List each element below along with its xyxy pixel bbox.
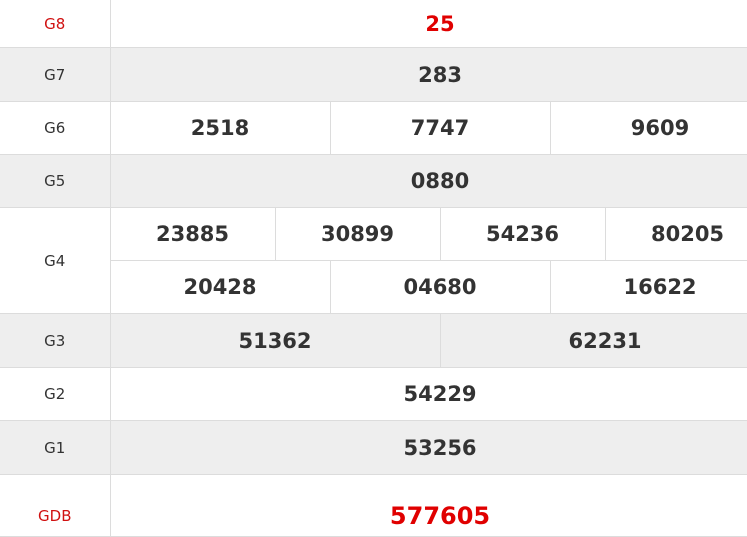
row-g4-second: 20428 04680 16622 bbox=[0, 260, 747, 314]
prize-number: 9609 bbox=[549, 101, 747, 155]
prize-label: G3 bbox=[0, 313, 111, 368]
row-g5: G5 0880 bbox=[0, 154, 747, 208]
prize-number: 53256 bbox=[109, 420, 747, 475]
row-g7: G7 283 bbox=[0, 47, 747, 102]
row-g4: G4 23885 30899 54236 80205 bbox=[0, 207, 747, 314]
prize-number: 7747 bbox=[329, 101, 551, 155]
row-g6: G6 2518 7747 9609 bbox=[0, 101, 747, 155]
prize-label: G8 bbox=[0, 0, 111, 48]
prize-number: 80205 bbox=[604, 207, 747, 261]
row-g3: G3 51362 62231 bbox=[0, 313, 747, 368]
prize-number: 30899 bbox=[274, 207, 441, 261]
prize-number: 0880 bbox=[109, 154, 747, 208]
prize-number: 62231 bbox=[439, 313, 747, 368]
prize-number: 51362 bbox=[109, 313, 441, 368]
prize-number: 54229 bbox=[109, 367, 747, 421]
prize-number: 283 bbox=[109, 47, 747, 102]
prize-label: G2 bbox=[0, 367, 111, 421]
prize-number: 2518 bbox=[109, 101, 331, 155]
prize-label: GDB bbox=[0, 474, 111, 537]
prize-label: G5 bbox=[0, 154, 111, 208]
prize-number: 04680 bbox=[329, 260, 551, 314]
prize-label: G1 bbox=[0, 420, 111, 475]
row-gdb: GDB 577605 bbox=[0, 474, 747, 537]
row-g2: G2 54229 bbox=[0, 367, 747, 421]
row-g1: G1 53256 bbox=[0, 420, 747, 475]
prize-number: 16622 bbox=[549, 260, 747, 314]
row-g8: G8 25 bbox=[0, 0, 747, 48]
prize-number: 23885 bbox=[109, 207, 276, 261]
prize-label: G4 bbox=[0, 207, 111, 314]
prize-number: 20428 bbox=[109, 260, 331, 314]
prize-number: 54236 bbox=[439, 207, 606, 261]
prize-number: 25 bbox=[109, 0, 747, 48]
special-prize-number: 577605 bbox=[109, 474, 747, 537]
prize-label: G6 bbox=[0, 101, 111, 155]
prize-label: G7 bbox=[0, 47, 111, 102]
